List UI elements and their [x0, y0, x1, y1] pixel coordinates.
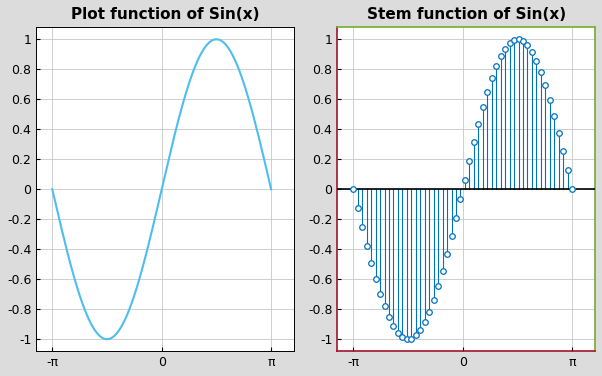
- Title: Plot function of Sin(x): Plot function of Sin(x): [71, 7, 259, 22]
- Title: Stem function of Sin(x): Stem function of Sin(x): [367, 7, 566, 22]
